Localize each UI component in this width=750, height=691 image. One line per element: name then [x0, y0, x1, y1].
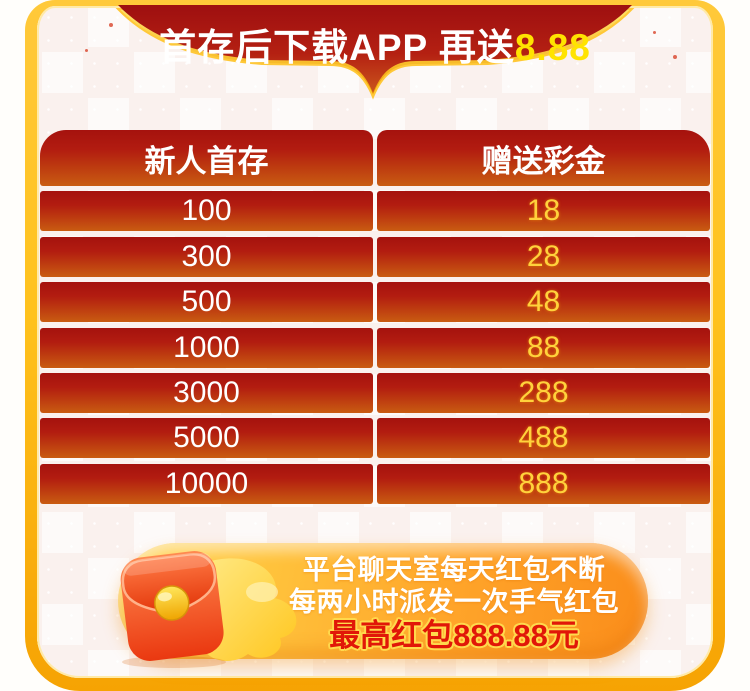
table-cell-bonus: 18 [377, 191, 710, 232]
confetti-dot [653, 31, 656, 34]
table-cell-deposit: 100 [40, 191, 373, 232]
banner-highlight-amount: 8.88 [514, 27, 591, 68]
deposit-value: 10000 [164, 466, 249, 500]
confetti-dot [109, 23, 113, 27]
table-cell-deposit: 10000 [40, 463, 373, 504]
promo-line-3: 最高红包888.88元 [329, 618, 579, 653]
top-banner[interactable]: 首存后下载APP 再送8.88 [25, 5, 725, 107]
deposit-value: 3000 [173, 375, 240, 409]
table-cell-bonus: 88 [377, 327, 710, 368]
table-cell-bonus: 48 [377, 282, 710, 323]
bonus-value: 28 [526, 239, 561, 273]
red-envelope-icon [120, 551, 297, 668]
promo-text-block: 平台聊天室每天红包不断 每两小时派发一次手气红包 最高红包888.88元 [266, 554, 642, 653]
deposit-value: 100 [181, 194, 232, 228]
promo-line-1: 平台聊天室每天红包不断 [302, 555, 606, 585]
table-cell-deposit: 5000 [40, 418, 373, 459]
bonus-value: 48 [526, 285, 561, 319]
table-cell-bonus: 488 [377, 418, 710, 459]
table-cell-deposit: 1000 [40, 327, 373, 368]
bonus-value: 288 [518, 375, 569, 409]
banner-text: 首存后下载APP 再送8.88 [25, 17, 725, 71]
deposit-value: 5000 [173, 421, 240, 455]
confetti-dot [673, 55, 677, 59]
deposit-value: 500 [181, 285, 232, 319]
table-cell-deposit: 500 [40, 282, 373, 323]
deposit-bonus-table: 新人首存 赠送彩金 100 18 300 28 500 48 1000 88 3… [40, 130, 710, 504]
promo-line-2: 每两小时派发一次手气红包 [289, 587, 619, 617]
banner-text-main: 首存后下载APP 再送 [159, 27, 515, 68]
table-cell-bonus: 28 [377, 236, 710, 277]
table-cell-deposit: 300 [40, 236, 373, 277]
deposit-value: 1000 [173, 330, 240, 364]
bonus-value: 488 [518, 421, 569, 455]
table-cell-bonus: 888 [377, 463, 710, 504]
bonus-value: 18 [526, 194, 561, 228]
bonus-value: 888 [518, 466, 569, 500]
table-cell-bonus: 288 [377, 372, 710, 413]
bonus-value: 88 [526, 330, 561, 364]
table-header-deposit: 新人首存 [40, 130, 373, 186]
confetti-dot [85, 49, 88, 52]
deposit-value: 300 [181, 239, 232, 273]
table-cell-deposit: 3000 [40, 372, 373, 413]
banner-ribbon-shape [115, 5, 635, 100]
table-header-bonus: 赠送彩金 [377, 130, 710, 186]
